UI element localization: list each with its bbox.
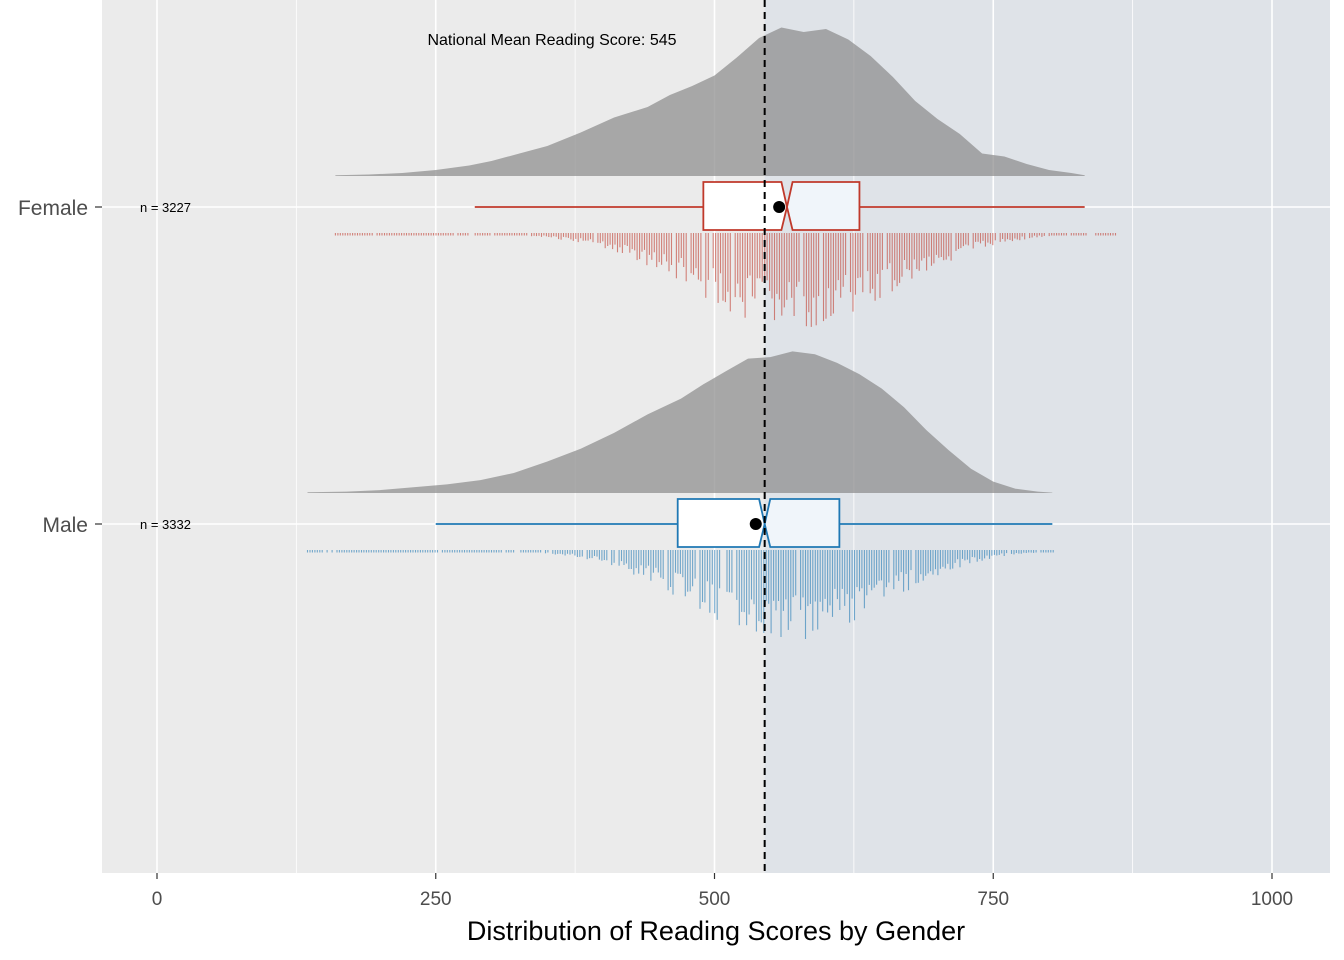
boxplot-male: n = 3332 <box>140 498 1053 548</box>
x-tick-label: 750 <box>977 889 1009 910</box>
boxplots: n = 3227 n = 3332 <box>140 181 1085 548</box>
box-lower-half <box>676 498 766 548</box>
box-lower-half <box>702 181 788 231</box>
density-clouds <box>307 27 1085 493</box>
x-axis-title: Distribution of Reading Scores by Gender <box>467 916 965 946</box>
x-axis-ticks: 0 250 500 750 1000 <box>152 873 1293 910</box>
density-cloud-male <box>307 351 1053 493</box>
x-tick-label: 0 <box>152 889 163 910</box>
density-cloud-female <box>335 27 1085 176</box>
n-label-male: n = 3332 <box>140 517 191 532</box>
n-label-female: n = 3227 <box>140 200 191 215</box>
rug-female <box>334 233 1117 327</box>
y-tick-label-male: Male <box>42 514 88 537</box>
x-tick-label: 1000 <box>1251 889 1293 910</box>
y-axis-labels: Female Male <box>18 197 102 537</box>
box-upper-half <box>763 498 841 548</box>
mean-point <box>749 518 762 530</box>
rug-male <box>306 550 1054 639</box>
boxplot-female: n = 3227 <box>140 181 1085 231</box>
mean-point <box>773 201 786 213</box>
box-upper-half <box>786 181 861 231</box>
national-mean-label: National Mean Reading Score: 545 <box>427 32 676 49</box>
y-tick-label-female: Female <box>18 197 88 220</box>
x-tick-label: 500 <box>699 889 731 910</box>
rug-marks <box>306 233 1117 639</box>
x-tick-label: 250 <box>420 889 452 910</box>
